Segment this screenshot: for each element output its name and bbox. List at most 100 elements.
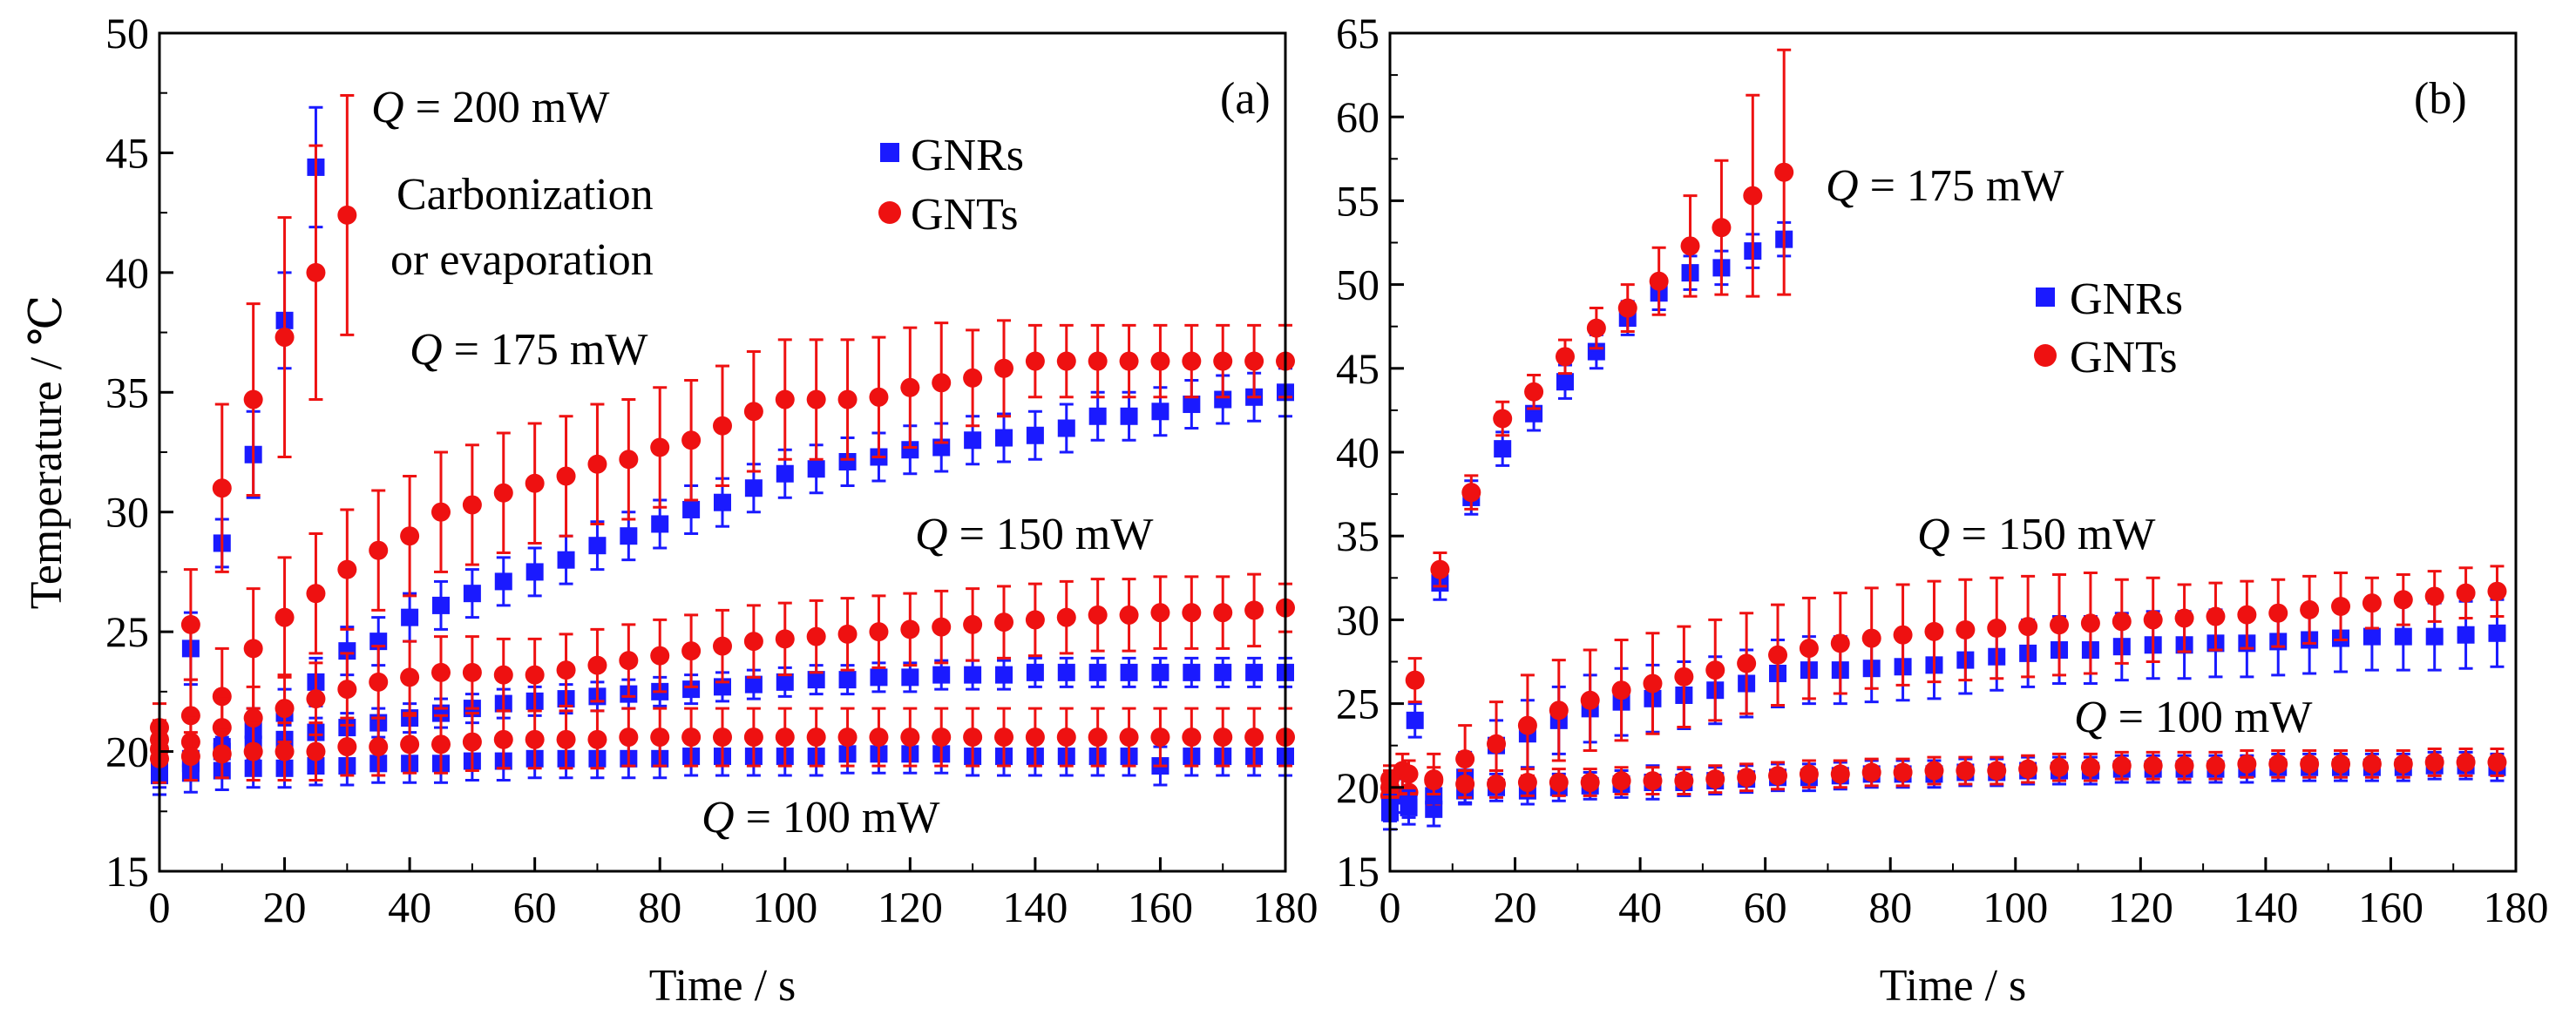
data-point [306,584,326,604]
annotation-a-q175-q: Q [410,325,443,375]
data-point [994,727,1013,748]
data-point [1213,603,1233,623]
data-point [275,607,295,627]
data-point [1057,419,1075,437]
data-point [838,671,857,689]
data-point [1425,787,1443,805]
data-point [1956,761,1976,781]
panel-b-xtick-label: 80 [1868,883,1912,931]
data-point [1555,347,1575,367]
panel-a-xtick-label: 0 [149,883,171,931]
data-point [2487,752,2507,772]
panel-b-ytick-label: 65 [1336,9,1380,58]
data-point [1487,774,1507,794]
data-point [2424,752,2444,772]
panel-a-xtick-label: 160 [1128,883,1193,931]
data-point [462,662,482,682]
data-point [2050,615,2070,635]
data-point [744,479,763,497]
annotation-a-q200-q: Q [371,83,404,132]
data-point [994,612,1013,633]
data-point [713,416,732,436]
data-point [1400,795,1418,814]
panel-a-ytick-label: 30 [105,488,149,537]
data-point [869,727,889,748]
panel-b-ticks: 0 20 40 60 80 100 120 140 160 180 15 20 25 30 35 40 45 50… [1336,9,2549,931]
annotation-b-q175: Q = 175 mW [1826,161,2064,211]
data-point [963,727,983,748]
panel-a-xlabel: Time / s [649,961,797,1011]
data-point [1617,298,1637,318]
panel-b-ytick-label: 35 [1336,511,1380,560]
data-point [462,495,482,515]
data-point [964,666,982,684]
data-point [1705,769,1725,789]
data-point [1680,236,1700,256]
panel-a-ytick-label: 35 [105,368,149,416]
legend-b-gnts-label: GNTs [2070,333,2177,382]
panel-b-ytick-label: 20 [1336,763,1380,812]
panel-a-xtick-label: 40 [388,883,431,931]
data-point [619,450,639,470]
data-point [1056,351,1076,371]
data-point [588,537,607,555]
panel-b-ytick-label: 15 [1336,847,1380,896]
data-point [2488,624,2506,642]
data-point [1705,660,1725,680]
data-point [1119,605,1139,625]
data-point [1549,700,1569,721]
data-point [2424,586,2444,606]
data-point [2174,608,2194,628]
data-point [963,368,983,388]
data-point [775,629,795,649]
annotation-b-q150-q: Q [1917,510,1950,559]
data-point [619,727,639,748]
data-point [431,502,451,522]
data-point [901,668,919,687]
data-point [337,559,357,579]
data-point [1405,670,1425,690]
data-point [650,646,670,666]
data-point [806,389,826,409]
data-point [180,706,200,726]
panel-a: 0 20 40 60 80 100 120 140 160 180 15 20 25 30 35 40 45 50… [22,9,1319,1011]
data-point [2331,597,2351,617]
data-point [932,373,952,393]
data-point [2394,627,2412,646]
data-point [337,205,357,225]
data-point [1088,351,1108,371]
data-point [462,732,482,752]
data-point [714,493,731,511]
data-point [682,500,701,518]
data-point [525,473,545,493]
data-point [369,540,389,560]
panel-b-ytick-label: 25 [1336,680,1380,728]
data-point [212,744,232,764]
data-point [1214,663,1232,681]
series-gnrs-150mw [1381,598,2506,831]
data-point [180,614,200,634]
panel-a-label: (a) [1220,74,1271,124]
data-point [1643,673,1663,694]
data-point [587,454,607,474]
data-point [1182,727,1202,748]
series-gnts-175mw [1380,48,1794,806]
data-point [775,727,795,748]
data-point [1119,727,1139,748]
panel-a-xtick-label: 20 [263,883,307,931]
data-point [650,727,670,748]
data-point [1244,351,1264,371]
data-point [1150,351,1170,371]
data-point [1556,373,1574,391]
series-gnts-175mw [150,319,1295,761]
data-point [2362,754,2382,774]
data-point [838,452,857,470]
data-point [212,478,232,498]
panel-b-xtick-label: 100 [1983,883,2048,931]
data-point [587,655,607,675]
data-point [2080,613,2100,633]
data-point [1861,628,1881,648]
legend-a-gnrs-marker [880,143,899,162]
data-point [806,626,826,646]
data-point [493,729,513,749]
